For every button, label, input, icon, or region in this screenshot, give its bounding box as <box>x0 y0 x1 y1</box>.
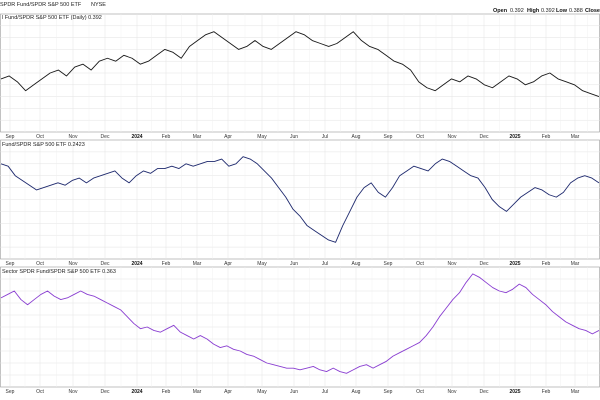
series-line <box>0 31 600 98</box>
series-label: Fund/SPDR S&P 500 ETF 0.2423 <box>2 142 85 148</box>
x-tick-label: 2025 <box>509 389 520 395</box>
low-value: 0.388 <box>569 8 583 14</box>
x-tick-label: Sep <box>384 134 393 140</box>
ohlc-readout: Open 0.392 High 0.392 Low 0.388 Close <box>493 8 600 14</box>
header-title: SPDR Fund/SPDR S&P 500 ETF <box>0 2 82 8</box>
x-tick-label: Nov <box>448 261 457 267</box>
x-tick-label: Jun <box>290 134 298 140</box>
series-label: Sector SPDR Fund/SPDR S&P 500 ETF 0.363 <box>2 269 116 275</box>
x-tick-label: Feb <box>542 389 551 395</box>
x-tick-label: 2024 <box>131 134 142 140</box>
x-tick-label: Sep <box>384 389 393 395</box>
x-tick-label: 2025 <box>509 134 520 140</box>
x-tick-label: 2024 <box>131 261 142 267</box>
x-tick-label: Nov <box>448 389 457 395</box>
x-tick-label: Sep <box>6 261 15 267</box>
x-tick-label: Oct <box>416 134 424 140</box>
x-tick-label: Oct <box>36 389 44 395</box>
x-tick-label: May <box>257 261 267 267</box>
panel-3: Sector SPDR Fund/SPDR S&P 500 ETF 0.363 S… <box>0 266 600 395</box>
x-tick-label: Feb <box>162 389 171 395</box>
x-tick-label: Oct <box>416 261 424 267</box>
x-tick-label: Jun <box>290 261 298 267</box>
x-tick-label: Oct <box>416 389 424 395</box>
x-tick-label: Oct <box>36 261 44 267</box>
x-tick-label: Dec <box>480 261 489 267</box>
x-tick-label: Dec <box>101 261 110 267</box>
x-tick-label: Apr <box>224 261 232 267</box>
x-tick-label: 2025 <box>509 261 520 267</box>
x-tick-label: Mar <box>571 261 580 267</box>
x-tick-label: Dec <box>480 389 489 395</box>
high-value: 0.392 <box>541 8 555 14</box>
x-tick-label: Jul <box>322 134 328 140</box>
x-tick-label: Jul <box>322 389 328 395</box>
x-tick-label: Mar <box>571 134 580 140</box>
series-line <box>0 156 600 243</box>
x-tick-label: Oct <box>36 134 44 140</box>
panel-1: l Fund/SPDR S&P 500 ETF (Daily) 0.392 Sep… <box>0 13 600 140</box>
x-tick-label: Nov <box>69 261 78 267</box>
high-label: High <box>527 8 540 14</box>
header-bar: SPDR Fund/SPDR S&P 500 ETF NYSE Open 0.3… <box>0 2 600 14</box>
x-tick-label: Nov <box>448 134 457 140</box>
x-tick-label: Nov <box>69 134 78 140</box>
x-tick-label: Mar <box>193 261 202 267</box>
header-exchange: NYSE <box>91 2 106 8</box>
low-label: Low <box>556 8 568 14</box>
x-tick-label: Jul <box>322 261 328 267</box>
x-tick-label: Aug <box>352 389 361 395</box>
x-tick-label: Feb <box>162 134 171 140</box>
x-tick-label: May <box>257 134 267 140</box>
x-tick-label: Feb <box>542 261 551 267</box>
open-value: 0.392 <box>510 8 524 14</box>
x-tick-label: Mar <box>571 389 580 395</box>
series-label: l Fund/SPDR S&P 500 ETF (Daily) 0.392 <box>2 15 102 21</box>
x-tick-label: May <box>257 389 267 395</box>
chart-panels: l Fund/SPDR S&P 500 ETF (Daily) 0.392 Sep… <box>0 13 600 395</box>
x-tick-label: Dec <box>101 134 110 140</box>
x-tick-label: Feb <box>542 134 551 140</box>
x-tick-label: Sep <box>6 134 15 140</box>
x-tick-label: Mar <box>193 389 202 395</box>
x-tick-label: Dec <box>101 389 110 395</box>
x-tick-label: 2024 <box>131 389 142 395</box>
x-tick-label: Mar <box>193 134 202 140</box>
x-tick-label: Dec <box>480 134 489 140</box>
close-label: Close <box>585 8 600 14</box>
x-tick-label: Feb <box>162 261 171 267</box>
series-line <box>0 273 600 374</box>
x-tick-label: Aug <box>352 134 361 140</box>
x-tick-label: Nov <box>69 389 78 395</box>
open-label: Open <box>493 8 508 14</box>
x-tick-label: Apr <box>224 389 232 395</box>
x-tick-label: Sep <box>6 389 15 395</box>
panel-2: Fund/SPDR S&P 500 ETF 0.2423 Sep Oct Nov Dec… <box>0 139 600 267</box>
x-tick-label: Aug <box>352 261 361 267</box>
x-tick-label: Sep <box>384 261 393 267</box>
x-tick-label: Apr <box>224 134 232 140</box>
x-tick-label: Jun <box>290 389 298 395</box>
